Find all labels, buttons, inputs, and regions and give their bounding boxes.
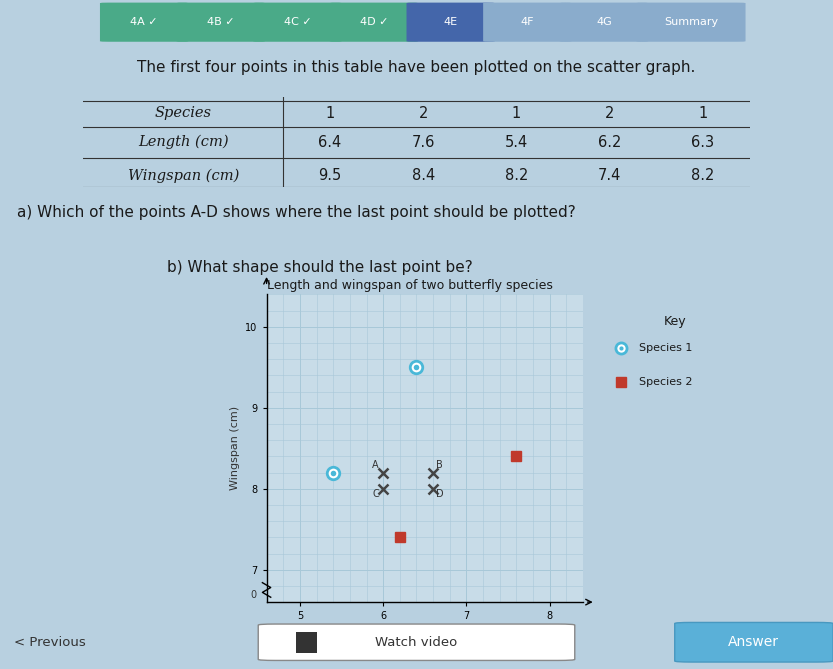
Text: 4F: 4F — [521, 17, 534, 27]
Text: Species: Species — [155, 106, 212, 120]
Text: The first four points in this table have been plotted on the scatter graph.: The first four points in this table have… — [137, 60, 696, 75]
Text: Key: Key — [663, 315, 686, 328]
FancyBboxPatch shape — [330, 3, 418, 41]
Text: 9.5: 9.5 — [318, 168, 342, 183]
Text: 0: 0 — [251, 591, 257, 601]
Y-axis label: Wingspan (cm): Wingspan (cm) — [230, 406, 240, 490]
Text: 6.3: 6.3 — [691, 134, 715, 150]
Text: 1: 1 — [698, 106, 708, 121]
Text: Species 2: Species 2 — [639, 377, 692, 387]
Text: 4B ✓: 4B ✓ — [207, 17, 235, 27]
FancyBboxPatch shape — [675, 622, 833, 662]
FancyBboxPatch shape — [253, 3, 342, 41]
FancyBboxPatch shape — [100, 3, 188, 41]
FancyBboxPatch shape — [483, 3, 571, 41]
Text: A: A — [372, 460, 379, 470]
Text: Watch video: Watch video — [376, 636, 457, 649]
Text: 8.4: 8.4 — [412, 168, 435, 183]
FancyBboxPatch shape — [636, 3, 746, 41]
Text: 7.4: 7.4 — [598, 168, 621, 183]
Text: 8.2: 8.2 — [505, 168, 528, 183]
FancyBboxPatch shape — [407, 3, 495, 41]
Text: C: C — [372, 489, 379, 499]
Text: Summary: Summary — [664, 17, 718, 27]
Text: Length and wingspan of two butterfly species: Length and wingspan of two butterfly spe… — [267, 279, 552, 292]
Text: 4G: 4G — [596, 17, 611, 27]
Text: Length (cm): Length (cm) — [138, 135, 228, 149]
FancyBboxPatch shape — [258, 624, 575, 660]
FancyBboxPatch shape — [177, 3, 265, 41]
Text: D: D — [436, 489, 444, 499]
Text: 2: 2 — [418, 106, 428, 121]
Text: 4C ✓: 4C ✓ — [283, 17, 312, 27]
Text: Species 1: Species 1 — [639, 343, 692, 353]
Text: 1: 1 — [511, 106, 521, 121]
Text: 6.2: 6.2 — [598, 134, 621, 150]
FancyBboxPatch shape — [296, 632, 317, 653]
FancyBboxPatch shape — [560, 3, 648, 41]
Text: 4E: 4E — [444, 17, 457, 27]
Text: 5.4: 5.4 — [505, 134, 528, 150]
Text: 1: 1 — [325, 106, 335, 121]
Text: Wingspan (cm): Wingspan (cm) — [127, 169, 239, 183]
Text: 4A ✓: 4A ✓ — [130, 17, 158, 27]
Text: 7.6: 7.6 — [412, 134, 435, 150]
Text: 4D ✓: 4D ✓ — [360, 17, 388, 27]
Text: B: B — [436, 460, 443, 470]
Text: < Previous: < Previous — [14, 636, 86, 649]
Text: 8.2: 8.2 — [691, 168, 715, 183]
X-axis label: Length (cm): Length (cm) — [391, 627, 459, 637]
Text: Answer: Answer — [728, 636, 780, 649]
Text: 2: 2 — [605, 106, 615, 121]
Text: 6.4: 6.4 — [318, 134, 342, 150]
Text: b) What shape should the last point be?: b) What shape should the last point be? — [167, 260, 472, 274]
Text: a) Which of the points A-D shows where the last point should be plotted?: a) Which of the points A-D shows where t… — [17, 205, 576, 220]
